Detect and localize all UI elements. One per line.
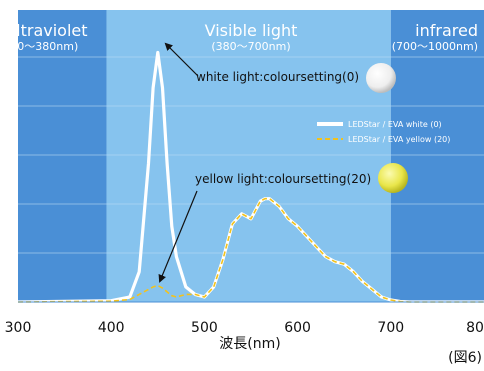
x-tick-label: 80 [466, 320, 484, 336]
region-label-ultraviolet: ultraviolet [6, 21, 88, 40]
annotation-arrow-yellow [158, 190, 198, 283]
series-line-1 [17, 197, 484, 303]
x-tick-label: 600 [284, 320, 311, 336]
x-axis: 300 400 500 600 700 80 [5, 301, 484, 336]
x-axis-title: 波長(nm) [219, 336, 280, 352]
annotation-white-light: white light:coloursetting(0) [196, 70, 359, 84]
x-tick-label: 700 [377, 320, 404, 336]
x-tick-label: 300 [5, 320, 32, 336]
series-lines [17, 50, 484, 304]
legend-label-yellow: LEDStar / EVA yellow (20) [348, 135, 450, 144]
region-range-infrared: (700〜1000nm) [392, 40, 478, 53]
white-ball-icon [366, 63, 396, 93]
yellow-ball-icon [378, 163, 408, 193]
region-band-0 [18, 10, 107, 302]
region-band-2 [390, 10, 484, 302]
region-label-visible: Visible light [205, 21, 298, 40]
region-label-infrared: infrared [415, 21, 478, 40]
legend-label-white: LEDStar / EVA white (0) [348, 120, 442, 129]
annotation-yellow-light: yellow light:coloursetting(20) [195, 172, 371, 186]
legend: LEDStar / EVA white (0) LEDStar / EVA ye… [317, 120, 450, 144]
annotation-arrow-white [164, 42, 199, 77]
annotations: white light:coloursetting(0) yellow ligh… [158, 42, 408, 283]
figure-number: (図6) [448, 350, 482, 366]
x-tick-label: 500 [191, 320, 218, 336]
region-bands [18, 10, 484, 302]
x-tick-label: 400 [98, 320, 125, 336]
region-range-visible: (380〜700nm) [211, 40, 290, 53]
region-labels: ultraviolet (10〜380nm) Visible light (38… [6, 21, 478, 53]
region-range-ultraviolet: (10〜380nm) [6, 40, 78, 53]
grid-lines [18, 56, 484, 254]
